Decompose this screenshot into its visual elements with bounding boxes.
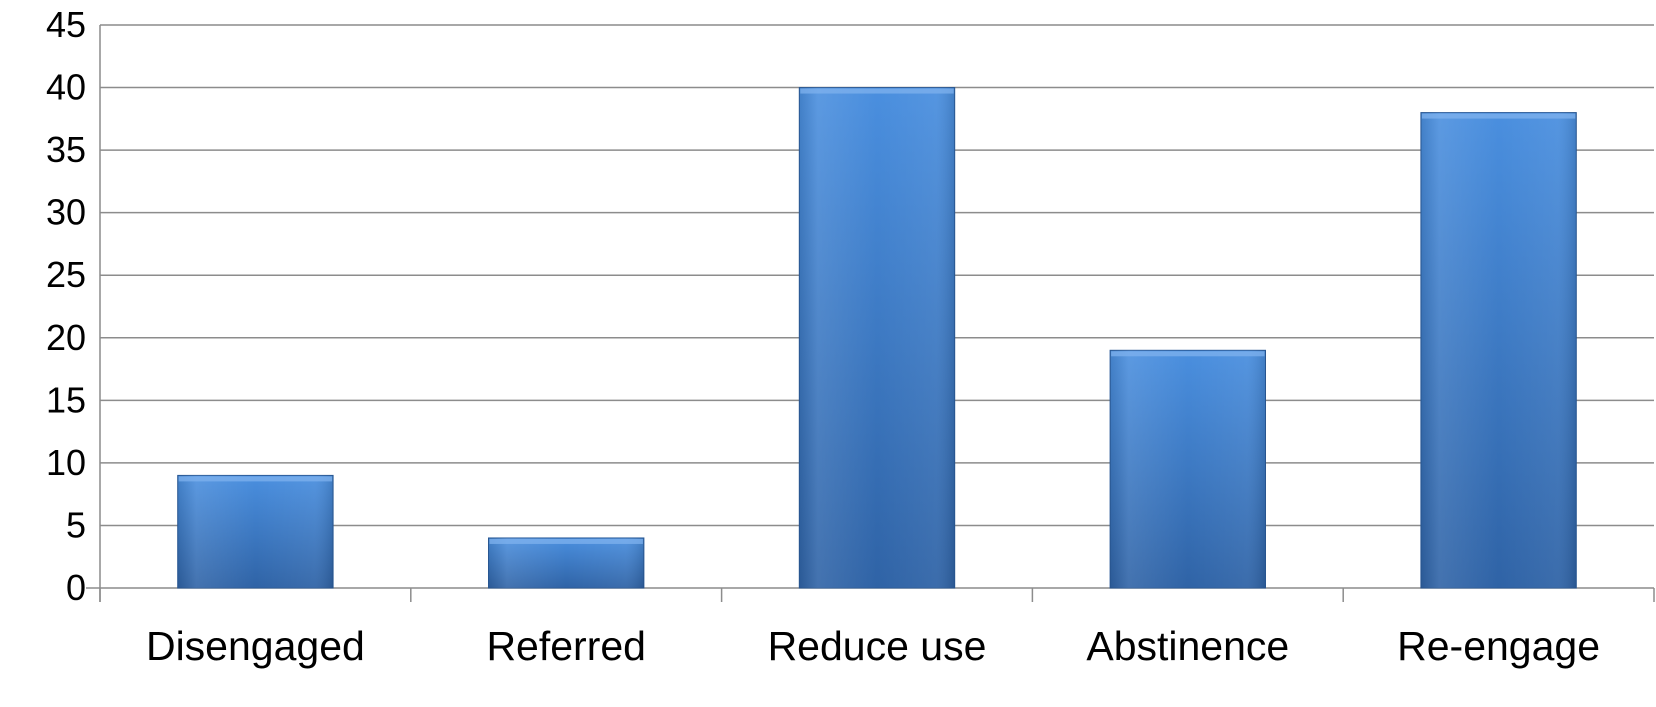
bar-top-bevel [800, 88, 954, 94]
y-tick-label-0: 0 [66, 567, 86, 608]
y-tick-label-40: 40 [46, 67, 86, 108]
bars [177, 87, 1577, 589]
x-category-label: Re-engage [1397, 623, 1600, 669]
y-tick-label-5: 5 [66, 504, 86, 545]
bar-referred [488, 537, 645, 589]
bar-sheen [177, 475, 334, 588]
y-tick-label-20: 20 [46, 317, 86, 358]
labels: 0 5 10 15 20 25 30 35 40 45 Disengaged Referred Redu… [46, 4, 1600, 669]
bar-re-engage [1420, 112, 1577, 589]
bar-abstinence [1109, 349, 1266, 589]
bar-reduce-use [798, 87, 956, 589]
bar-sheen [1110, 350, 1266, 588]
y-tick-label-25: 25 [46, 254, 86, 295]
y-tick-label-10: 10 [46, 442, 86, 483]
bar-top-bevel [489, 538, 643, 544]
x-category-label: Reduce use [768, 623, 987, 669]
bar-sheen [1420, 112, 1577, 589]
y-tick-label-45: 45 [46, 4, 86, 45]
bar-top-bevel [1421, 113, 1576, 119]
bar-top-bevel [178, 476, 333, 482]
bar-sheen [799, 87, 955, 589]
x-category-label: Disengaged [146, 623, 365, 669]
x-category-label: Abstinence [1086, 623, 1289, 669]
y-tick-label-15: 15 [46, 379, 86, 420]
y-tick-label-35: 35 [46, 129, 86, 170]
x-category-label: Referred [486, 623, 646, 669]
bar-sheen [488, 537, 644, 588]
bar-top-bevel [1111, 351, 1265, 357]
bar-disengaged [177, 474, 334, 589]
y-tick-label-30: 30 [46, 192, 86, 233]
